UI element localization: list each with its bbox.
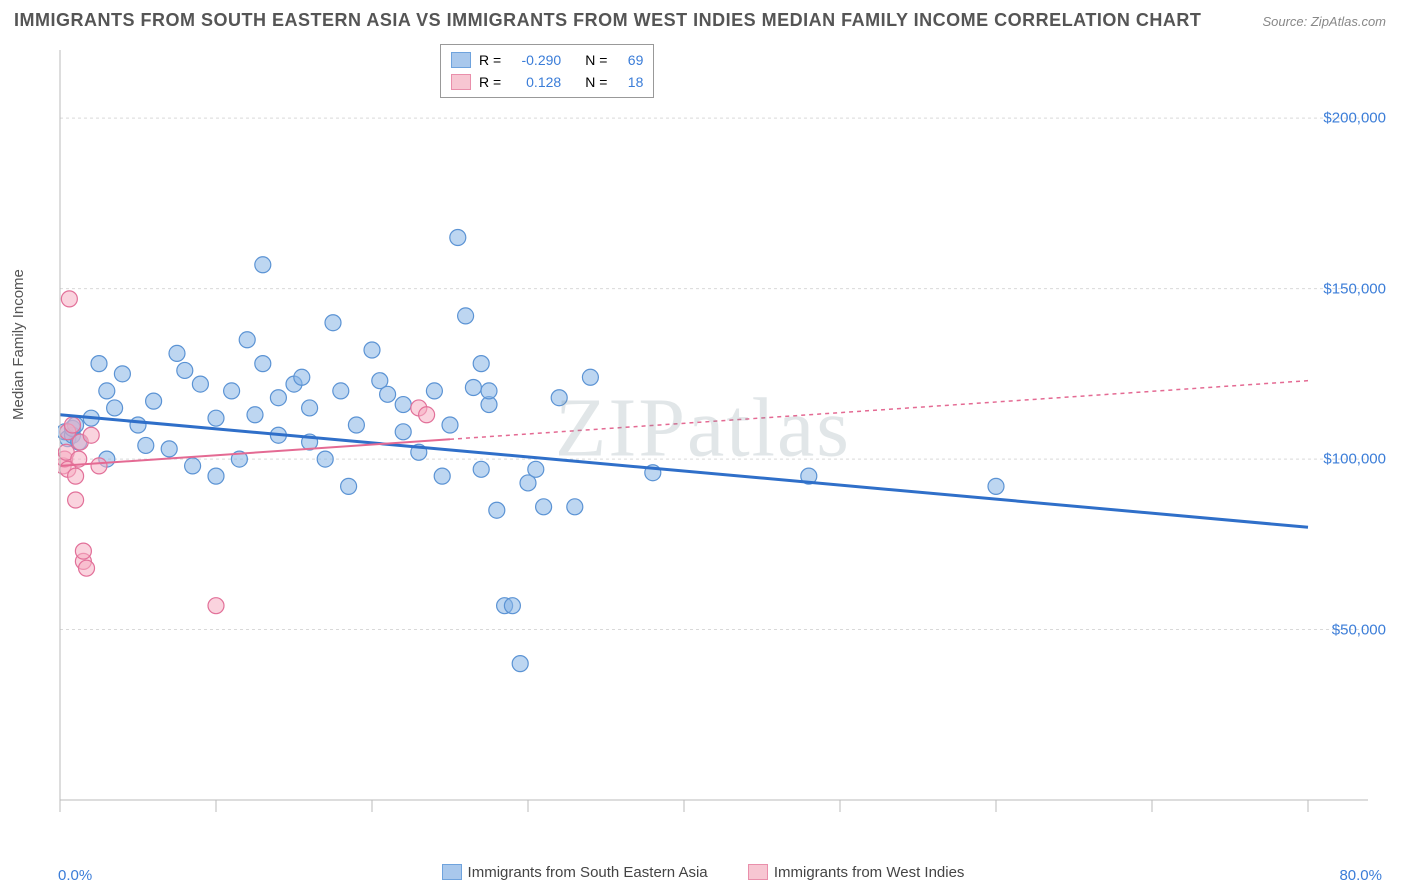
y-tick-label: $100,000 [1323, 451, 1386, 468]
r-label: R = [479, 71, 501, 93]
chart-title: IMMIGRANTS FROM SOUTH EASTERN ASIA VS IM… [14, 10, 1201, 31]
r-value: -0.290 [509, 49, 561, 71]
y-tick-label: $200,000 [1323, 110, 1386, 127]
y-axis-label: Median Family Income [10, 269, 27, 420]
y-tick-label: $50,000 [1332, 621, 1386, 638]
n-label: N = [585, 49, 607, 71]
y-tick-label: $150,000 [1323, 280, 1386, 297]
correlation-legend: R = -0.290 N = 69 R = 0.128 N = 18 [440, 44, 654, 98]
legend-label: Immigrants from West Indies [774, 864, 965, 881]
swatch-blue-icon [442, 864, 462, 880]
swatch-pink [451, 74, 471, 90]
legend-label: Immigrants from South Eastern Asia [468, 864, 708, 881]
n-label: N = [585, 71, 607, 93]
r-value: 0.128 [509, 71, 561, 93]
legend-item-sea: Immigrants from South Eastern Asia [442, 864, 708, 881]
legend-row-blue: R = -0.290 N = 69 [451, 49, 643, 71]
n-value: 69 [615, 49, 643, 71]
swatch-blue [451, 52, 471, 68]
series-legend: Immigrants from South Eastern Asia Immig… [0, 864, 1406, 885]
r-label: R = [479, 49, 501, 71]
scatter-chart [58, 40, 1378, 840]
legend-item-wi: Immigrants from West Indies [748, 864, 965, 881]
n-value: 18 [615, 71, 643, 93]
swatch-pink-icon [748, 864, 768, 880]
legend-row-pink: R = 0.128 N = 18 [451, 71, 643, 93]
source-attribution: Source: ZipAtlas.com [1262, 14, 1386, 29]
